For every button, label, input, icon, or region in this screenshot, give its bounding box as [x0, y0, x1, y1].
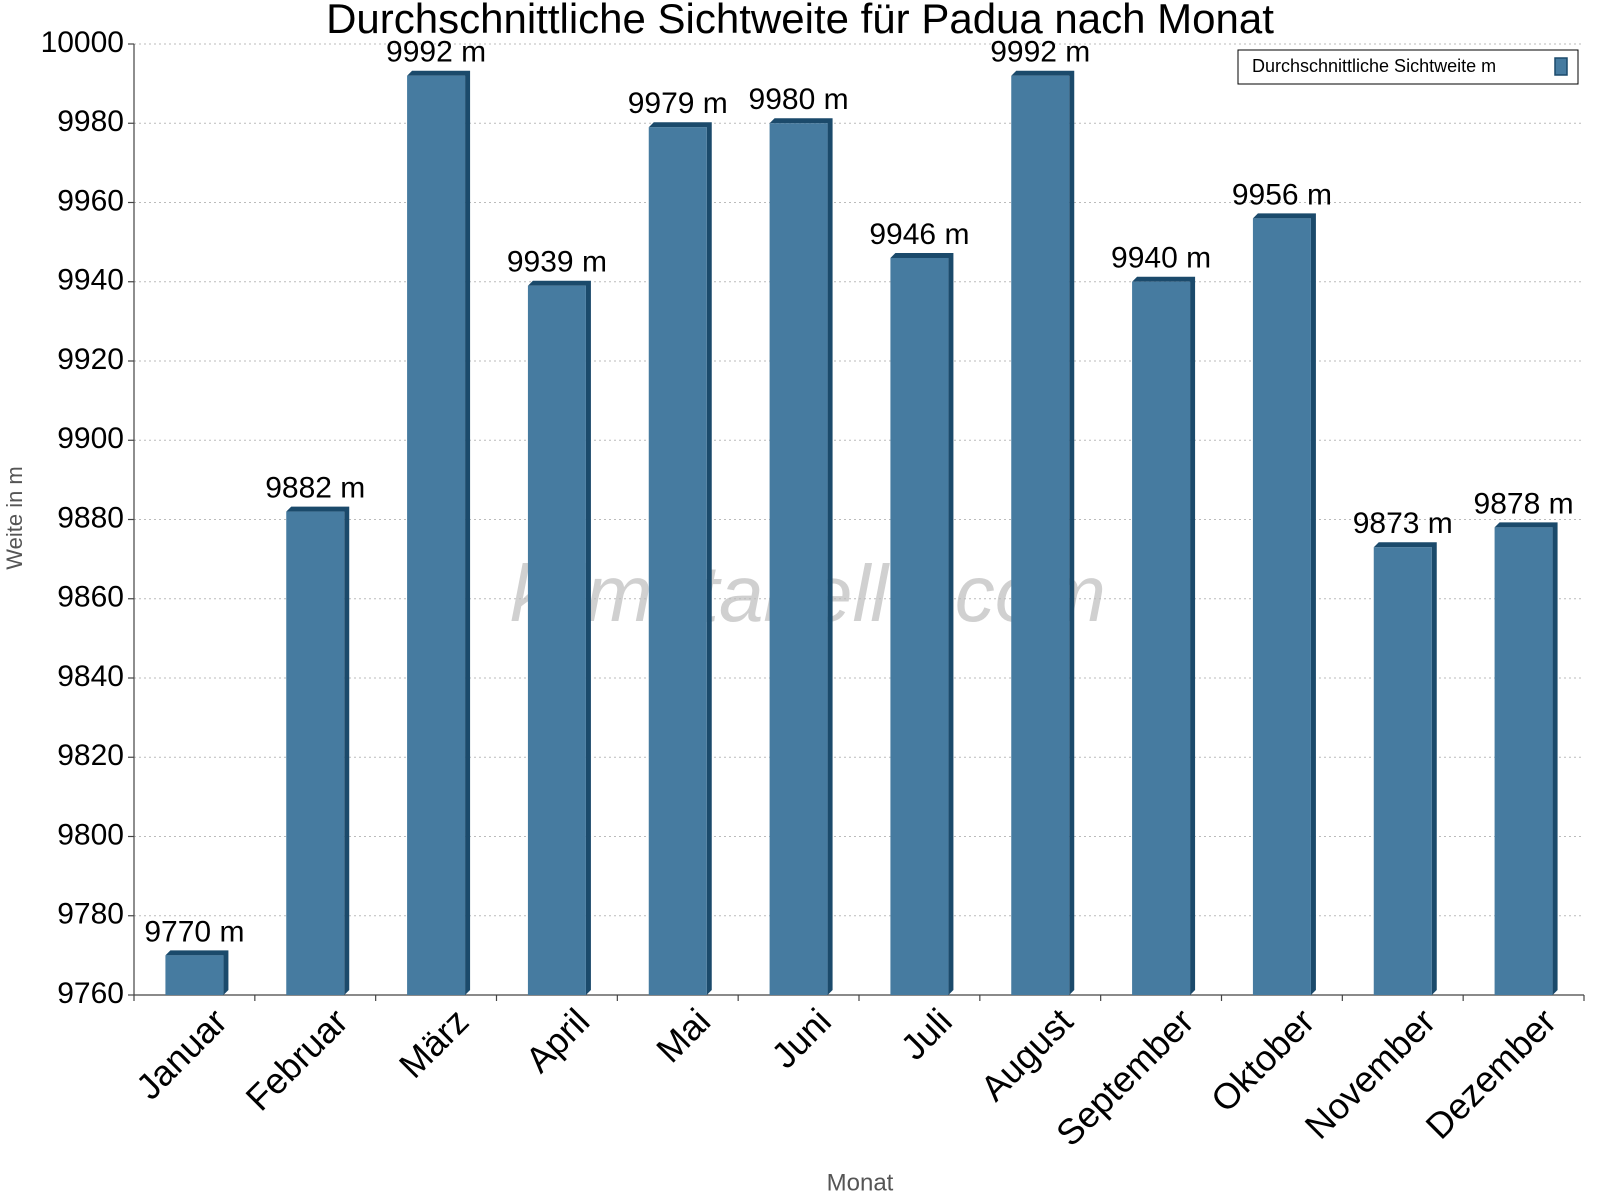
bar-shade: [165, 950, 229, 995]
value-label: 9940 m: [1111, 242, 1211, 275]
value-label: 9979 m: [628, 87, 728, 120]
x-tick-label: Dezember: [1418, 1000, 1564, 1146]
value-label: 9878 m: [1474, 487, 1574, 520]
x-axis-label: Monat: [827, 1169, 894, 1196]
value-label: 9770 m: [144, 915, 244, 948]
value-label: 9946 m: [869, 218, 969, 251]
y-axis-label: Weite in m: [2, 466, 27, 570]
bar: [769, 123, 828, 995]
bar: [407, 75, 466, 995]
value-label: 9980 m: [749, 83, 849, 116]
bar: [1252, 218, 1311, 996]
legend: Durchschnittliche Sichtweite m: [1237, 49, 1579, 85]
y-tick-label: 9980: [57, 105, 124, 138]
y-tick-label: 9900: [57, 422, 124, 455]
x-tick-label: August: [972, 1000, 1080, 1108]
y-tick-label: 9800: [57, 818, 124, 851]
x-tick-label: Oktober: [1203, 1000, 1323, 1120]
x-tick-label: Juni: [763, 1000, 839, 1076]
bar: [1494, 527, 1553, 995]
y-tick-label: 9920: [57, 343, 124, 376]
bar: [286, 511, 345, 995]
legend-label: Durchschnittliche Sichtweite m: [1252, 56, 1496, 76]
y-tick-label: 9840: [57, 660, 124, 693]
y-tick-label: 9940: [57, 264, 124, 297]
x-tick-label: November: [1297, 1000, 1443, 1146]
y-tick-label: 9880: [57, 501, 124, 534]
y-tick-label: 9860: [57, 581, 124, 614]
bar: [890, 257, 949, 996]
bar: [1373, 547, 1432, 995]
legend-box: [1237, 49, 1579, 85]
bar: [648, 127, 707, 995]
value-label: 9882 m: [265, 471, 365, 504]
x-tick-label: April: [517, 1000, 597, 1080]
x-tick-label: Juli: [893, 1000, 960, 1067]
x-tick-label: Mai: [648, 1000, 718, 1070]
y-tick-label: 10000: [41, 26, 124, 59]
legend-swatch: [1554, 57, 1568, 76]
value-label: 9873 m: [1353, 507, 1453, 540]
chart-title: Durchschnittliche Sichtweite für Padua n…: [326, 0, 1274, 42]
x-tick-label: Februar: [238, 1000, 356, 1118]
x-tick-label: März: [391, 1000, 477, 1086]
bar: [527, 285, 586, 995]
y-tick-label: 9820: [57, 739, 124, 772]
bar: [165, 955, 224, 995]
y-tick-label: 9760: [57, 977, 124, 1010]
bar: [1011, 75, 1070, 995]
y-tick-label: 9960: [57, 184, 124, 217]
value-label: 9956 m: [1232, 178, 1332, 211]
bar: [1132, 281, 1191, 995]
value-label: 9939 m: [507, 246, 607, 279]
x-tick-label: Januar: [128, 1000, 235, 1107]
y-tick-label: 9780: [57, 898, 124, 931]
value-label: 9992 m: [386, 36, 486, 69]
value-label: 9992 m: [990, 36, 1090, 69]
